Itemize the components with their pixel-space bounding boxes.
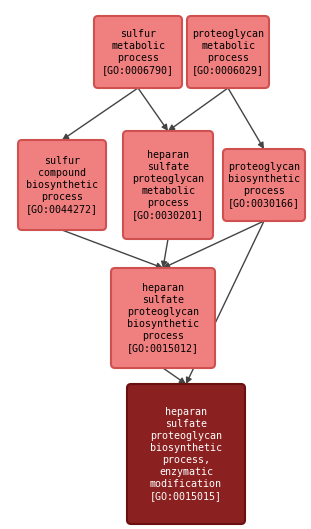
FancyBboxPatch shape [223,149,305,221]
FancyBboxPatch shape [111,268,215,368]
FancyBboxPatch shape [94,16,182,88]
FancyBboxPatch shape [127,384,245,524]
Text: heparan
sulfate
proteoglycan
biosynthetic
process,
enzymatic
modification
[GO:00: heparan sulfate proteoglycan biosyntheti… [150,407,222,501]
Text: proteoglycan
metabolic
process
[GO:0006029]: proteoglycan metabolic process [GO:00060… [192,29,264,75]
Text: heparan
sulfate
proteoglycan
metabolic
process
[GO:0030201]: heparan sulfate proteoglycan metabolic p… [132,150,204,220]
Text: sulfur
compound
biosynthetic
process
[GO:0044272]: sulfur compound biosynthetic process [GO… [26,156,98,214]
FancyBboxPatch shape [187,16,269,88]
FancyBboxPatch shape [18,140,106,230]
Text: heparan
sulfate
proteoglycan
biosynthetic
process
[GO:0015012]: heparan sulfate proteoglycan biosyntheti… [127,283,199,353]
Text: sulfur
metabolic
process
[GO:0006790]: sulfur metabolic process [GO:0006790] [102,29,174,75]
Text: proteoglycan
biosynthetic
process
[GO:0030166]: proteoglycan biosynthetic process [GO:00… [228,162,300,208]
FancyBboxPatch shape [123,131,213,239]
